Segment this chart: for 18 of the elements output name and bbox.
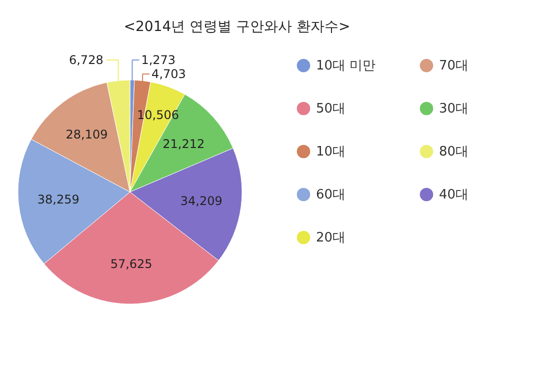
chart-title: <2014년 연령별 구안와사 환자수> [124, 19, 350, 35]
data-label: 6,728 [68, 53, 104, 67]
legend-label: 20대 [316, 230, 346, 246]
legend-label: 10대 [316, 144, 346, 160]
data-label: 38,259 [37, 192, 80, 206]
legend-label: 50대 [316, 102, 346, 116]
legend-label: 10대 미만 [316, 58, 376, 74]
legend-label: 80대 [439, 144, 469, 160]
legend-label: 30대 [439, 102, 469, 116]
data-label: 1,273 [141, 53, 176, 67]
data-label: 4,703 [152, 67, 186, 81]
legend-label: 70대 [439, 58, 469, 74]
data-label: 21,212 [162, 136, 205, 151]
legend-label: 60대 [316, 188, 346, 202]
data-label: 34,209 [180, 194, 222, 208]
data-label: 57,625 [110, 256, 152, 271]
data-label: 28,109 [66, 127, 108, 142]
legend-label: 40대 [439, 188, 469, 202]
